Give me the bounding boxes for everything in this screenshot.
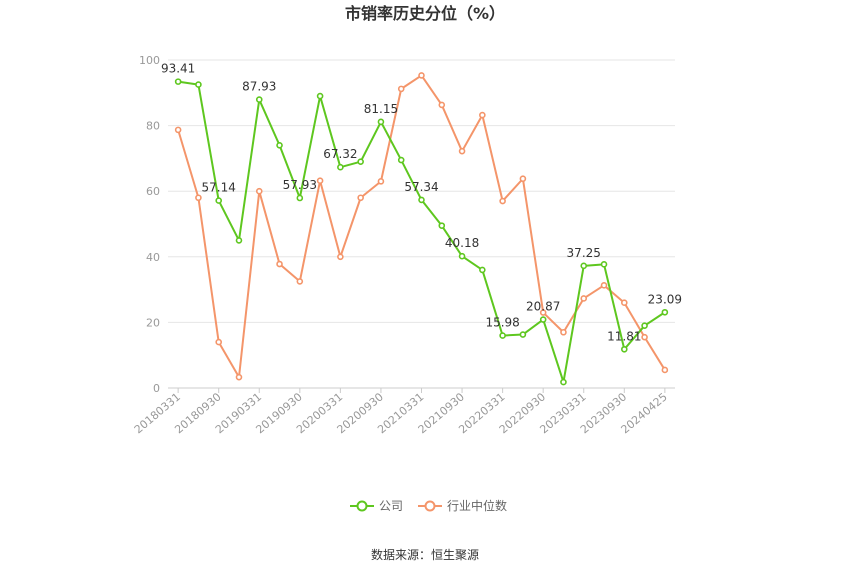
data-point [560, 378, 567, 386]
y-tick-label: 0 [153, 382, 160, 395]
data-point [337, 253, 344, 261]
data-label: 57.93 [283, 178, 317, 192]
data-point [560, 328, 567, 336]
legend-marker [356, 500, 368, 512]
data-point [600, 261, 608, 268]
data-point [195, 194, 202, 202]
data-point [580, 295, 588, 302]
y-tick-label: 80 [146, 120, 160, 133]
data-label: 15.98 [485, 316, 519, 330]
data-point [195, 81, 202, 88]
data-label: 67.32 [323, 147, 357, 161]
data-label: 81.15 [364, 102, 398, 116]
data-point [235, 373, 243, 381]
data-point [235, 237, 243, 244]
data-label: 57.14 [202, 181, 236, 195]
y-axis: 0 20 40 60 80 100 [139, 54, 160, 395]
legend: 公司 行业中位数 [350, 498, 507, 513]
series-line-1 [177, 74, 666, 379]
series-group [174, 72, 669, 386]
data-point [215, 338, 222, 346]
data-label: 87.93 [242, 80, 276, 94]
data-point [539, 309, 547, 316]
data-label: 11.81 [607, 329, 641, 343]
data-point [357, 194, 364, 202]
data-point [418, 72, 425, 79]
data-label: 20.87 [526, 300, 560, 314]
legend-marker [424, 500, 436, 512]
data-label: 93.41 [161, 62, 195, 76]
data-point [397, 156, 405, 164]
data-point [661, 366, 669, 374]
data-point [479, 266, 486, 274]
data-point [174, 126, 182, 134]
data-point [418, 196, 425, 204]
data-point [519, 175, 527, 183]
data-point [276, 260, 283, 268]
data-point [641, 322, 648, 329]
data-label: 57.34 [404, 180, 438, 194]
data-point [661, 308, 669, 316]
data-point [620, 299, 628, 307]
data-point [580, 262, 588, 270]
data-point [438, 222, 446, 229]
data-point [316, 92, 324, 100]
y-tick-label: 40 [146, 251, 160, 264]
data-point [438, 101, 446, 109]
data-point [479, 111, 486, 119]
chart-title: 市销率历史分位（%） [345, 4, 505, 23]
data-point [620, 345, 628, 353]
source-text: 数据来源：恒生聚源 [371, 547, 479, 562]
data-point [458, 147, 466, 155]
data-point [641, 333, 648, 341]
data-point [458, 252, 466, 260]
data-point [296, 278, 304, 285]
data-point [499, 332, 506, 339]
x-axis: 2018033120180930201903312019093020200331… [132, 387, 675, 436]
data-label: 37.25 [567, 246, 601, 260]
data-point [499, 197, 506, 205]
data-point [519, 331, 527, 338]
legend-label: 行业中位数 [447, 498, 507, 513]
data-point [377, 178, 385, 185]
data-point [296, 194, 304, 202]
data-label: 40.18 [445, 236, 479, 250]
data-point [377, 118, 385, 126]
y-tick-label: 20 [146, 316, 160, 329]
data-point [276, 141, 283, 149]
data-point [174, 78, 182, 85]
data-point [397, 85, 405, 93]
data-point [255, 96, 263, 103]
data-point [539, 316, 547, 323]
legend-label: 公司 [379, 499, 403, 513]
data-point [600, 282, 608, 289]
data-label: 23.09 [648, 292, 682, 306]
data-point [255, 187, 263, 195]
data-point [337, 163, 344, 171]
data-labels: 93.41 57.14 87.93 57.93 67.32 81.15 57.34 40.18… [161, 62, 682, 344]
series-line-0 [177, 80, 666, 384]
data-point [215, 197, 222, 204]
y-tick-label: 100 [139, 54, 160, 67]
data-point [316, 177, 324, 185]
y-tick-label: 60 [146, 185, 160, 198]
data-point [357, 158, 364, 165]
